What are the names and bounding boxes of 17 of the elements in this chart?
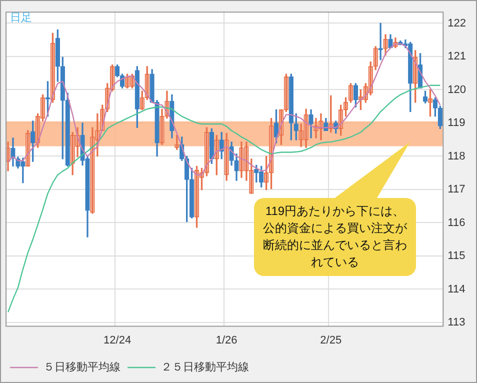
y-tick-label: 118 [448, 150, 466, 162]
y-tick-label: 117 [448, 184, 466, 196]
annotation: 119円あたりから下には、公的資金による買い注文が断続的に並んでいると言われている [262, 203, 408, 271]
y-tick-label: 113 [448, 316, 466, 329]
x-tick-label: 1/26 [216, 334, 238, 346]
y-tick-label: 121 [448, 50, 466, 63]
y-tick-label: 120 [448, 84, 466, 96]
legend-label: ２５日移動平均線 [161, 362, 249, 374]
x-tick-label: 2/25 [320, 334, 342, 346]
legend-label: ５日移動平均線 [44, 362, 120, 374]
x-tick-label: 12/24 [104, 334, 132, 346]
y-tick-label: 116 [448, 216, 466, 229]
y-tick-label: 115 [448, 250, 466, 262]
y-tick-label: 119 [448, 117, 466, 130]
y-tick-label: 122 [448, 17, 466, 30]
y-tick-label: 114 [448, 283, 466, 296]
chart-subtitle: 日足 [10, 12, 32, 25]
